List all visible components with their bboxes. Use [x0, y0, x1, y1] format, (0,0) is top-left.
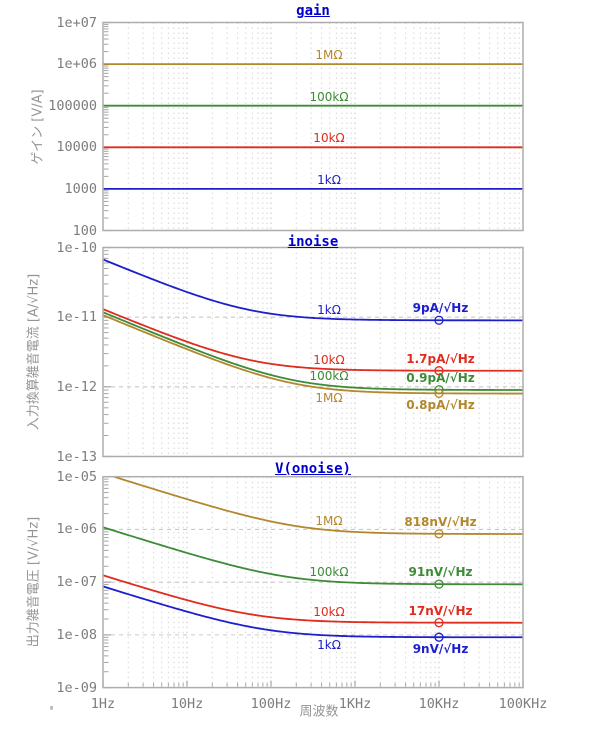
marker-V(onoise)-1kohm: [434, 632, 444, 642]
marker-label-V(onoise)-1kohm: 9nV/√Hz: [412, 642, 469, 657]
ytick-gain-2: 100000: [48, 97, 97, 114]
plot-border-gain: [102, 21, 524, 232]
ytick-inoise-2: 1e-12: [56, 378, 97, 395]
curve-V(onoise)-1Mohm: [113, 475, 523, 535]
grid-gain: [103, 22, 523, 231]
series-name-gain-100kohm: 100kΩ: [309, 89, 349, 104]
xtick-1: 10Hz: [170, 695, 204, 712]
ytick-V(onoise)-0: 1e-05: [56, 468, 97, 485]
ytick-inoise-3: 1e-13: [56, 448, 97, 465]
curve-V(onoise)-1kohm: [102, 585, 523, 639]
series-name-V(onoise)-100kohm: 100kΩ: [309, 565, 349, 580]
curve-inoise-10kohm: [102, 308, 523, 372]
marker-label-inoise-10kohm: 1.7pA/√Hz: [406, 351, 475, 366]
ytick-gain-5: 100: [72, 222, 97, 239]
plot-border-V(onoise): [102, 475, 524, 689]
series-name-inoise-1Mohm: 1MΩ: [315, 391, 343, 406]
curve-V(onoise)-10kohm: [102, 574, 523, 624]
curve-inoise-100kohm: [102, 311, 524, 391]
marker-V(onoise)-10kohm: [434, 618, 444, 628]
marker-inoise-10kohm: [434, 366, 444, 376]
curve-inoise-1Mohm: [102, 314, 523, 395]
plot-area-V(onoise): [102, 475, 524, 689]
marker-label-inoise-1Mohm: 0.8pA/√Hz: [406, 398, 475, 413]
marker-V(onoise)-100kohm: [434, 579, 444, 589]
series-name-inoise-1kohm: 1kΩ: [317, 302, 341, 317]
ytick-V(onoise)-2: 1e-07: [56, 574, 97, 591]
ticks-gain: [104, 21, 111, 232]
plot-title-onoise: V(onoise): [275, 461, 351, 477]
plot-area-gain: [102, 21, 524, 232]
ytick-gain-0: 1e+07: [56, 14, 97, 31]
curve-V(onoise)-100kohm: [102, 526, 523, 586]
marker-label-V(onoise)-1Mohm: 818nV/√Hz: [404, 514, 477, 529]
marker-V(onoise)-1Mohm: [434, 529, 444, 539]
xtick-2: 100Hz: [250, 695, 292, 712]
series-name-V(onoise)-1Mohm: 1MΩ: [315, 514, 343, 529]
xtick-3: 1KHz: [338, 695, 372, 712]
series-name-gain-1Mohm: 1MΩ: [315, 48, 343, 63]
marker-label-V(onoise)-100kohm: 91nV/√Hz: [408, 565, 473, 580]
plot-area-inoise: [102, 246, 524, 458]
ytick-inoise-0: 1e-10: [56, 239, 97, 256]
marker-inoise-1Mohm: [434, 388, 444, 398]
series-name-gain-10kohm: 10kΩ: [313, 131, 345, 146]
x-axis-label: 周波数: [299, 704, 339, 720]
xtick-4: 10KHz: [418, 695, 460, 712]
ytick-inoise-1: 1e-11: [56, 309, 97, 326]
ytick-gain-4: 1000: [64, 180, 97, 197]
series-name-inoise-10kohm: 10kΩ: [313, 353, 345, 368]
curve-inoise-1kohm: [102, 258, 523, 322]
stray-mark: [50, 706, 53, 710]
marker-label-inoise-100kohm: 0.9pA/√Hz: [406, 370, 475, 385]
marker-label-inoise-1kohm: 9pA/√Hz: [412, 301, 469, 316]
ytick-V(onoise)-3: 1e-08: [56, 626, 97, 643]
plot-title-gain: gain: [296, 3, 330, 19]
ytick-V(onoise)-1: 1e-06: [56, 521, 97, 538]
ytick-gain-3: 10000: [56, 139, 97, 156]
series-name-inoise-100kohm: 100kΩ: [309, 369, 349, 384]
series-name-V(onoise)-10kohm: 10kΩ: [313, 605, 345, 620]
marker-label-V(onoise)-10kohm: 17nV/√Hz: [408, 603, 473, 618]
xtick-5: 100KHz: [498, 695, 548, 712]
marker-inoise-1kohm: [434, 315, 444, 325]
xtick-0: 1Hz: [90, 695, 116, 712]
y-axis-label-inoise: 入力換算雑音電流 [A/√Hz]: [26, 273, 42, 431]
plot-title-inoise: inoise: [287, 233, 339, 250]
ytick-V(onoise)-4: 1e-09: [56, 679, 97, 696]
series-name-gain-1kohm: 1kΩ: [317, 172, 341, 187]
plot-border-inoise: [102, 246, 524, 458]
series-name-V(onoise)-1kohm: 1kΩ: [317, 637, 341, 652]
ticks-inoise: [104, 246, 111, 458]
ytick-gain-1: 1e+06: [56, 56, 97, 73]
